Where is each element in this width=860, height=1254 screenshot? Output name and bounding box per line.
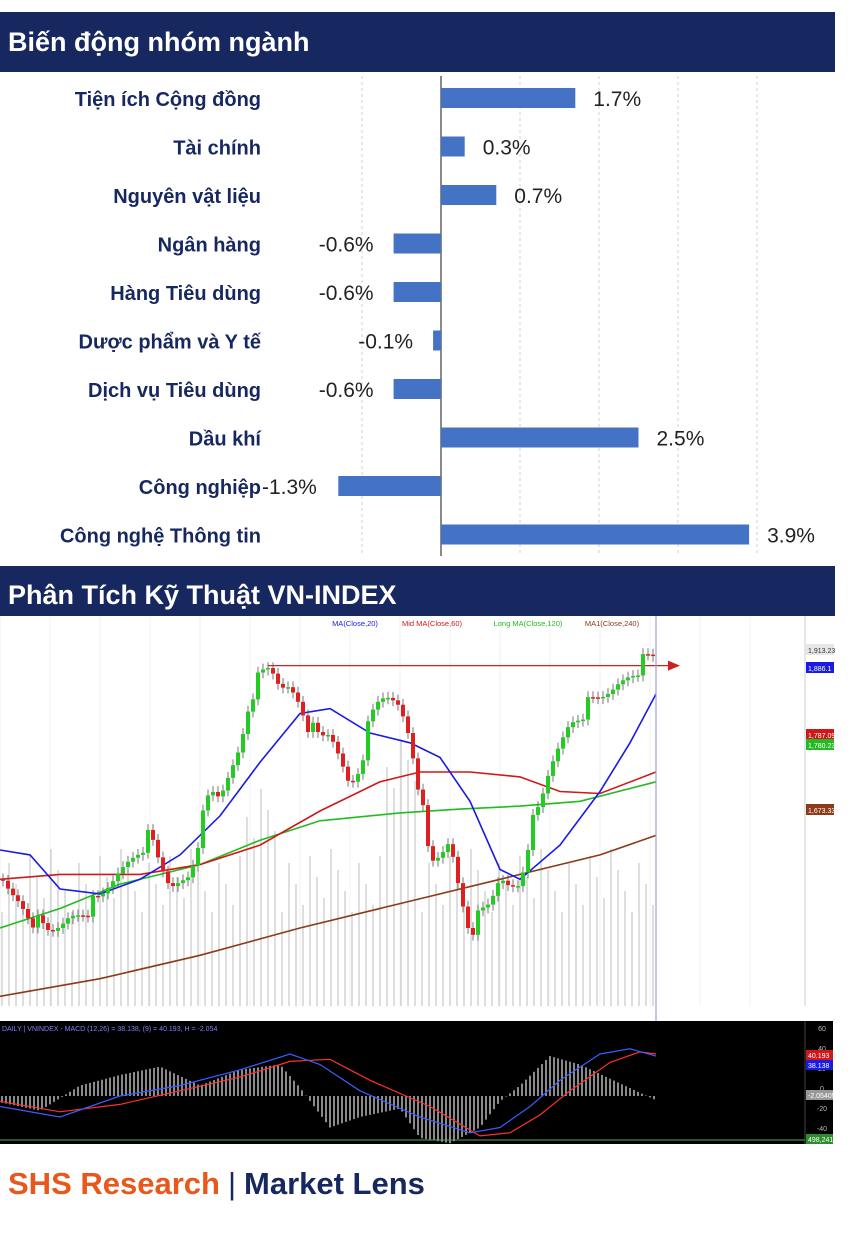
ma240-line — [0, 834, 657, 998]
technical-banner: Phân Tích Kỹ Thuật VN-INDEX — [0, 566, 835, 616]
price-label: 1,913.23 — [808, 648, 835, 655]
footer-brand: SHS Research — [8, 1166, 220, 1201]
legend-entry: Mid MA(Close,60) — [402, 619, 463, 628]
volume-bars — [1, 739, 654, 1006]
macd-panel: DAILY | VNINDEX - MACD (12,26) = 38.138,… — [0, 1021, 836, 1144]
category-label: Dược phẩm và Y tế — [79, 332, 262, 354]
resistance-arrow — [668, 660, 680, 671]
macd-tick: -40 — [817, 1126, 827, 1133]
value-label: -0.6% — [319, 379, 374, 402]
vnindex-technical-chart: MA(Close,20) Mid MA(Close,60) Long MA(Clos… — [0, 616, 836, 1144]
sector-row: Dịch vụ Tiêu dùng -0.6% — [88, 379, 441, 402]
ma120-line — [0, 781, 657, 929]
bar — [441, 427, 639, 448]
bar — [393, 379, 441, 399]
macd-tick: 40 — [818, 1046, 826, 1053]
ma-legend: MA(Close,20) Mid MA(Close,60) Long MA(Clos… — [332, 619, 640, 628]
legend-entry: Long MA(Close,120) — [494, 619, 563, 628]
value-label: 2.5% — [657, 428, 705, 451]
macd-signal-line — [0, 1051, 657, 1137]
macd-value: 38.138 — [808, 1063, 830, 1070]
category-label: Dịch vụ Tiêu dùng — [88, 380, 261, 402]
bar — [441, 524, 750, 545]
category-label: Tiện ích Cộng đồng — [75, 89, 261, 111]
value-label: -0.6% — [319, 234, 374, 257]
value-label: 1.7% — [593, 88, 641, 111]
value-label: 3.9% — [767, 525, 815, 548]
bar — [441, 136, 465, 157]
category-label: Nguyên vật liệu — [113, 186, 261, 208]
sector-banner: Biến động nhóm ngành — [0, 12, 835, 72]
sector-row: Nguyên vật liệu 0.7% — [113, 185, 562, 208]
category-label: Công nghiệp — [139, 477, 261, 499]
price-axis: 1,913.23 1,886.1 1,787.09 1,780.23 1,673.33 — [804, 616, 835, 1006]
sector-row: Tiện ích Cộng đồng 1.7% — [75, 88, 641, 111]
bar — [441, 88, 576, 108]
bar — [441, 185, 497, 205]
volume-value: 498,241 — [808, 1137, 833, 1144]
price-label: 1,673.33 — [808, 808, 835, 815]
sector-row: Ngân hàng -0.6% — [158, 233, 441, 257]
ma60-line — [0, 771, 657, 881]
bar — [338, 476, 441, 496]
sector-row: Công nghiệp -1.3% — [139, 476, 441, 499]
value-label: -0.6% — [319, 282, 374, 305]
legend-entry: MA1(Close,240) — [585, 619, 640, 628]
value-label: 0.3% — [483, 137, 531, 160]
legend-entry: MA(Close,20) — [332, 619, 378, 628]
sector-row: Công nghệ Thông tin 3.9% — [60, 524, 815, 548]
category-label: Công nghệ Thông tin — [60, 526, 261, 548]
bar-chart-bars: Tiện ích Cộng đồng 1.7% Tài chính 0.3% Nguyê… — [60, 88, 815, 548]
macd-tick: -20 — [817, 1106, 827, 1113]
price-label: 1,787.09 — [808, 733, 835, 740]
category-label: Hàng Tiêu dùng — [110, 283, 261, 305]
bar — [393, 233, 441, 254]
macd-line — [0, 1048, 657, 1134]
category-label: Dầu khí — [189, 429, 263, 451]
footer-separator: | — [227, 1166, 237, 1201]
bar — [433, 330, 441, 351]
macd-tick: 0 — [820, 1086, 824, 1093]
sector-row: Dầu khí 2.5% — [189, 427, 705, 451]
macd-label: DAILY | VNINDEX - MACD (12,26) = 38.138,… — [2, 1026, 217, 1033]
footer: SHS Research | Market Lens — [8, 1166, 425, 1202]
price-label: 1,886.1 — [808, 666, 831, 673]
category-label: Tài chính — [173, 138, 261, 160]
sector-row: Hàng Tiêu dùng -0.6% — [110, 282, 441, 305]
macd-tick: 60 — [818, 1026, 826, 1033]
value-label: -0.1% — [358, 331, 413, 354]
candlesticks — [1, 648, 655, 941]
category-label: Ngân hàng — [158, 235, 261, 257]
sector-bar-chart: Tiện ích Cộng đồng 1.7% Tài chính 0.3% Nguyê… — [60, 76, 815, 556]
footer-product: Market Lens — [244, 1166, 425, 1201]
price-label: 1,780.23 — [808, 743, 835, 750]
macd-value: -2.05405 — [808, 1093, 836, 1100]
value-label: -1.3% — [262, 476, 317, 499]
sector-row: Tài chính 0.3% — [173, 136, 531, 160]
macd-value: 40.193 — [808, 1053, 830, 1060]
macd-background — [0, 1021, 833, 1144]
value-label: 0.7% — [514, 185, 562, 208]
bar — [393, 282, 441, 302]
sector-row: Dược phẩm và Y tế -0.1% — [79, 330, 441, 354]
